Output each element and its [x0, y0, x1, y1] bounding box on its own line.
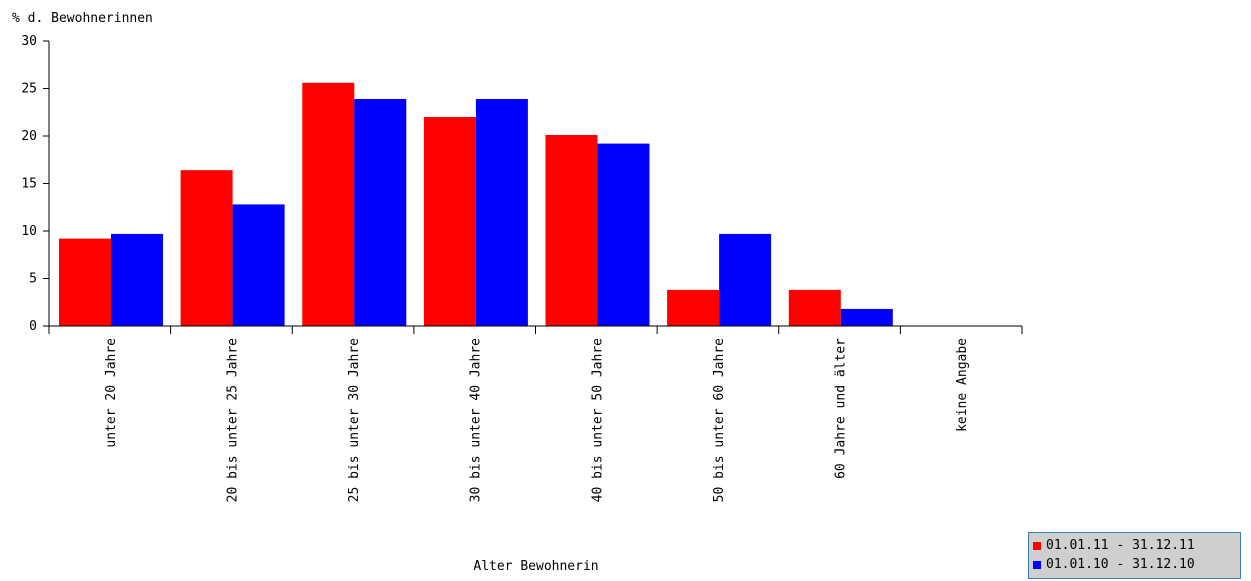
bar-s1-7: [788, 289, 841, 326]
x-tick-label-7: 60 Jahre und älter: [834, 338, 849, 479]
legend: 01.01.11 - 31.12.11 01.01.10 - 31.12.10: [1028, 532, 1241, 579]
bar-s1-2: [180, 170, 233, 326]
bars-group: [59, 82, 893, 326]
y-tick-label-1: 5: [29, 272, 37, 287]
bar-s1-4: [423, 117, 476, 326]
x-tick-label-2: 20 bis unter 25 Jahre: [225, 338, 240, 503]
y-tick-label-0: 0: [29, 319, 37, 334]
bar-s1-1: [59, 238, 111, 326]
x-tick-label-3: 25 bis unter 30 Jahre: [347, 338, 362, 503]
y-axis-label: % d. Bewohnerinnen: [12, 11, 153, 26]
x-tick-label-5: 40 bis unter 50 Jahre: [590, 338, 605, 503]
bar-s2-2: [232, 204, 285, 326]
bar-s2-5: [597, 143, 650, 326]
legend-swatch-blue: [1033, 560, 1041, 569]
bar-s2-4: [475, 99, 528, 326]
bar-s2-3: [354, 99, 407, 326]
axes-group: 0 5 10 15 20 25 30 unter 20 Jahre 20 bis unter 2…: [21, 34, 1023, 503]
legend-swatch-red: [1033, 541, 1041, 550]
legend-item-series-1: 01.01.11 - 31.12.11: [1033, 536, 1240, 555]
x-tick-label-8: keine Angabe: [955, 338, 970, 432]
x-axis-label: Alter Bewohnerin: [473, 559, 598, 574]
bar-s2-1: [111, 233, 163, 326]
bar-s2-7: [840, 308, 893, 326]
bar-s2-6: [719, 233, 772, 326]
y-tick-label-5: 25: [21, 82, 37, 97]
bar-s1-3: [302, 82, 355, 326]
bar-s1-5: [545, 135, 598, 326]
legend-item-series-2: 01.01.10 - 31.12.10: [1033, 555, 1240, 574]
y-tick-label-3: 15: [21, 177, 37, 192]
legend-label-series-2: 01.01.10 - 31.12.10: [1046, 557, 1195, 572]
x-tick-label-1: unter 20 Jahre: [104, 338, 119, 448]
x-tick-label-4: 30 bis unter 40 Jahre: [469, 338, 484, 503]
y-tick-label-6: 30: [21, 34, 37, 49]
bar-s1-6: [667, 289, 720, 326]
legend-label-series-1: 01.01.11 - 31.12.11: [1046, 538, 1195, 553]
x-tick-label-6: 50 bis unter 60 Jahre: [712, 338, 727, 503]
y-tick-label-4: 20: [21, 129, 37, 144]
y-tick-label-2: 10: [21, 224, 37, 239]
